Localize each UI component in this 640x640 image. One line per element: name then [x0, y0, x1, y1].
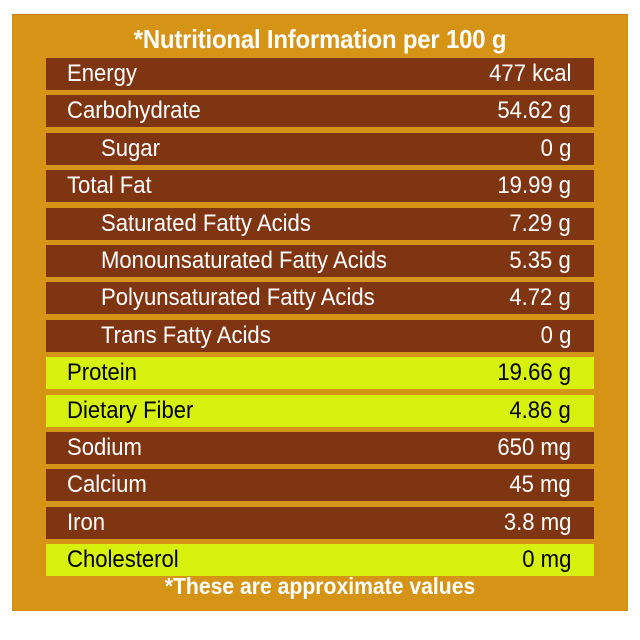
- table-row: Cholesterol 0 mg: [46, 544, 594, 577]
- table-row: Energy 477 kcal: [46, 58, 594, 90]
- nutrition-table: Energy 477 kcal Carbohydrate 54.62 g Sug…: [46, 58, 594, 581]
- nutrient-label: Energy: [67, 60, 137, 87]
- nutrient-value: 19.99 g: [497, 172, 571, 200]
- nutrient-label: Dietary Fiber: [67, 396, 194, 424]
- table-row: Iron 3.8 mg: [46, 506, 594, 539]
- table-row: Total Fat 19.99 g: [46, 170, 594, 203]
- nutrient-value: 0 g: [540, 134, 571, 162]
- nutrition-panel: *Nutritional Information per 100 g Energ…: [12, 14, 628, 611]
- nutrient-value: 3.8 mg: [503, 508, 571, 536]
- nutrient-label: Iron: [67, 508, 106, 536]
- footnote: *These are approximate values: [164, 573, 476, 599]
- table-row: Calcium 45 mg: [46, 469, 594, 502]
- table-row: Saturated Fatty Acids 7.29 g: [46, 207, 594, 240]
- nutrient-label: Carbohydrate: [67, 97, 201, 125]
- nutrient-label: Cholesterol: [67, 546, 179, 574]
- nutrient-label: Trans Fatty Acids: [101, 321, 271, 349]
- table-row: Polyunsaturated Fatty Acids 4.72 g: [46, 282, 594, 315]
- nutrient-label: Calcium: [67, 471, 147, 499]
- table-row: Sodium 650 mg: [46, 431, 594, 464]
- nutrient-label: Polyunsaturated Fatty Acids: [101, 284, 375, 312]
- nutrient-value: 54.62 g: [497, 97, 571, 125]
- nutrient-label: Sodium: [67, 433, 142, 461]
- nutrient-value: 0 g: [540, 321, 571, 349]
- nutrient-label: Sugar: [101, 134, 160, 162]
- nutrient-label: Protein: [67, 359, 137, 387]
- nutrient-value: 4.86 g: [509, 396, 571, 424]
- nutrient-value: 477 kcal: [488, 60, 571, 87]
- nutrient-value: 5.35 g: [509, 246, 571, 274]
- nutrient-label: Monounsaturated Fatty Acids: [101, 246, 387, 274]
- nutrient-value: 7.29 g: [509, 209, 571, 237]
- table-row: Trans Fatty Acids 0 g: [46, 319, 594, 352]
- table-row: Protein 19.66 g: [46, 357, 594, 390]
- table-row: Carbohydrate 54.62 g: [46, 95, 594, 128]
- nutrition-title: *Nutritional Information per 100 g: [133, 24, 507, 54]
- nutrient-label: Saturated Fatty Acids: [101, 209, 311, 237]
- table-row: Monounsaturated Fatty Acids 5.35 g: [46, 244, 594, 277]
- nutrient-value: 650 mg: [497, 433, 571, 461]
- nutrient-value: 4.72 g: [509, 284, 571, 312]
- nutrient-value: 0 mg: [521, 546, 571, 574]
- table-row: Sugar 0 g: [46, 132, 594, 165]
- nutrient-value: 19.66 g: [497, 359, 571, 387]
- nutrient-label: Total Fat: [67, 172, 152, 200]
- nutrient-value: 45 mg: [509, 471, 571, 499]
- table-row: Dietary Fiber 4.86 g: [46, 394, 594, 427]
